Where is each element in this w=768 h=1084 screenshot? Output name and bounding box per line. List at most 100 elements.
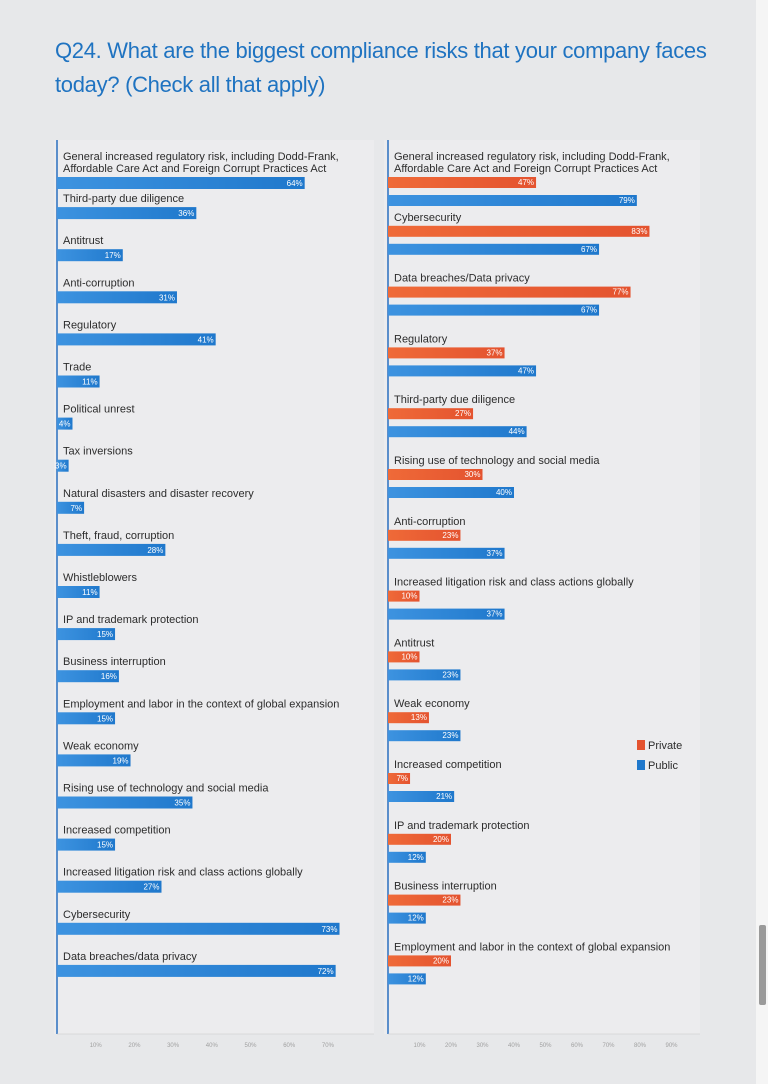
bar-value-label: 19%: [113, 756, 129, 765]
bar-value-label: 44%: [509, 427, 525, 436]
x-tick-label: 30%: [167, 1043, 180, 1049]
x-tick-label: 50%: [244, 1043, 257, 1049]
x-tick-label: 40%: [508, 1043, 521, 1049]
public-bar: [388, 365, 537, 377]
category-label: Cybersecurity: [394, 212, 462, 224]
public-bar: [57, 628, 116, 641]
bar-value-label: 72%: [318, 967, 334, 976]
public-bar: [57, 459, 69, 472]
category-label: Employment and labor in the context of g…: [63, 698, 339, 710]
bar-value-label: 77%: [613, 288, 629, 297]
category-label: Antitrust: [63, 235, 103, 247]
public-bar: [388, 669, 461, 681]
category-label: Increased competition: [394, 759, 502, 771]
private-bar: [388, 408, 474, 420]
category-label: Third-party due diligence: [394, 394, 515, 406]
x-tick-label: 60%: [283, 1043, 296, 1049]
bar-value-label: 11%: [82, 588, 97, 597]
public-bar: [57, 375, 100, 388]
public-bar: [388, 426, 527, 438]
bar-value-label: 23%: [442, 670, 458, 679]
category-label: Affordable Care Act and Foreign Corrupt …: [394, 163, 657, 175]
category-label: Weak economy: [63, 740, 139, 752]
category-label: Political unrest: [63, 404, 135, 416]
bar-value-label: 3%: [55, 462, 67, 471]
bar-value-label: 7%: [71, 504, 83, 513]
bar-value-label: 36%: [178, 209, 194, 218]
private-bar: [388, 590, 420, 602]
category-label: Cybersecurity: [63, 909, 131, 921]
category-label: Third-party due diligence: [63, 193, 184, 205]
category-label: Whistleblowers: [63, 572, 137, 584]
x-tick-label: 10%: [90, 1043, 103, 1049]
public-bar: [57, 964, 336, 977]
bar-value-label: 83%: [631, 227, 647, 236]
scrollbar-thumb[interactable]: [759, 925, 766, 1005]
bar-value-label: 17%: [105, 251, 121, 260]
x-tick-label: 20%: [128, 1043, 141, 1049]
public-bar: [388, 243, 600, 255]
x-tick-label: 30%: [476, 1043, 489, 1049]
category-label: Business interruption: [394, 881, 497, 893]
category-label: Data breaches/Data privacy: [394, 273, 530, 285]
category-label: Anti-corruption: [394, 516, 466, 528]
bar-value-label: 30%: [464, 470, 480, 479]
category-label: Data breaches/data privacy: [63, 951, 197, 963]
category-label: Affordable Care Act and Foreign Corrupt …: [63, 163, 326, 175]
private-bar: [388, 894, 461, 906]
private-bar: [388, 773, 411, 784]
public-bar: [388, 851, 426, 863]
vertical-scrollbar[interactable]: [756, 0, 768, 1084]
category-label: Trade: [63, 362, 91, 374]
public-bar: [57, 586, 100, 598]
bar-value-label: 28%: [147, 546, 163, 555]
category-label: Increased litigation risk and class acti…: [394, 577, 634, 589]
private-bar: [388, 955, 451, 967]
bar-value-label: 67%: [581, 306, 597, 315]
category-label: General increased regulatory risk, inclu…: [63, 151, 339, 163]
private-bar: [388, 529, 461, 541]
bar-value-label: 27%: [455, 409, 471, 418]
bar-value-label: 35%: [174, 799, 190, 808]
public-bar: [57, 922, 340, 935]
public-bar: [57, 501, 85, 514]
bar-value-label: 37%: [487, 610, 503, 619]
x-tick-label: 50%: [539, 1043, 552, 1049]
public-bar: [57, 543, 166, 556]
legend-label-private: Private: [648, 740, 682, 752]
category-label: Rising use of technology and social medi…: [394, 455, 600, 467]
bar-value-label: 13%: [411, 713, 427, 722]
public-bar: [388, 547, 505, 559]
bar-value-label: 12%: [408, 853, 424, 862]
x-tick-label: 60%: [571, 1043, 584, 1049]
legend-swatch-public: [637, 760, 645, 770]
bar-value-label: 67%: [581, 245, 597, 254]
public-bar: [57, 754, 131, 767]
public-bar: [388, 912, 426, 924]
private-bar: [388, 347, 505, 359]
bar-value-label: 23%: [442, 731, 458, 740]
category-label: Antitrust: [394, 637, 434, 649]
x-tick-label: 40%: [206, 1043, 219, 1049]
bar-value-label: 47%: [518, 366, 534, 375]
public-bar: [57, 796, 193, 809]
category-label: Increased competition: [63, 825, 171, 837]
public-bar: [388, 730, 461, 742]
private-bar: [388, 225, 650, 237]
chart-panel-0: [54, 140, 374, 1034]
category-label: IP and trademark protection: [394, 820, 530, 832]
category-label: Regulatory: [394, 333, 448, 345]
category-label: Anti-corruption: [63, 277, 135, 289]
category-label: Weak economy: [394, 698, 470, 710]
bar-value-label: 20%: [433, 956, 449, 965]
public-bar: [57, 207, 197, 220]
bar-value-label: 27%: [143, 883, 159, 892]
bar-value-label: 15%: [97, 630, 113, 639]
bar-value-label: 15%: [97, 714, 113, 723]
private-bar: [388, 651, 420, 663]
private-bar: [388, 177, 537, 188]
category-label: Rising use of technology and social medi…: [63, 783, 269, 795]
category-label: Theft, fraud, corruption: [63, 530, 174, 542]
public-bar: [57, 333, 216, 346]
bar-value-label: 31%: [159, 293, 175, 302]
